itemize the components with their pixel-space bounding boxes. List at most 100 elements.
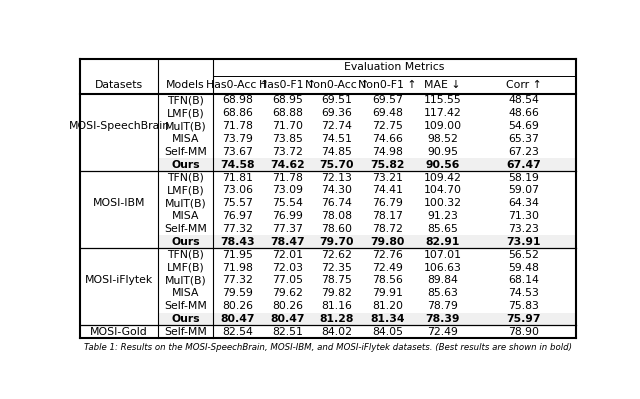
Text: 80.26: 80.26: [272, 301, 303, 311]
Text: 100.32: 100.32: [424, 198, 461, 208]
Text: 71.30: 71.30: [508, 211, 540, 221]
Text: 82.51: 82.51: [272, 327, 303, 337]
Text: 73.85: 73.85: [272, 134, 303, 144]
Text: 76.97: 76.97: [222, 211, 253, 221]
Text: 72.13: 72.13: [321, 172, 353, 182]
Text: 72.03: 72.03: [272, 263, 303, 273]
Text: 78.39: 78.39: [426, 314, 460, 324]
Text: Self-MM: Self-MM: [164, 327, 207, 337]
Text: 117.42: 117.42: [424, 108, 461, 118]
Text: Ours: Ours: [172, 237, 200, 247]
Text: 77.05: 77.05: [272, 275, 303, 285]
Text: 109.42: 109.42: [424, 172, 461, 182]
Text: 78.17: 78.17: [372, 211, 403, 221]
Bar: [158, 312, 576, 325]
Text: 72.74: 72.74: [321, 121, 353, 131]
Text: TFN(B): TFN(B): [167, 95, 204, 105]
Text: 78.43: 78.43: [220, 237, 255, 247]
Text: 48.66: 48.66: [509, 108, 540, 118]
Text: 72.35: 72.35: [321, 263, 353, 273]
Text: 74.85: 74.85: [321, 147, 353, 157]
Text: 72.76: 72.76: [372, 250, 403, 260]
Text: Datasets: Datasets: [95, 80, 143, 90]
Bar: [158, 235, 576, 248]
Text: 71.81: 71.81: [222, 172, 253, 182]
Text: 77.32: 77.32: [222, 275, 253, 285]
Text: 75.82: 75.82: [371, 160, 404, 170]
Text: Has0-Acc ↑: Has0-Acc ↑: [206, 80, 269, 90]
Text: 72.62: 72.62: [321, 250, 353, 260]
Text: 78.56: 78.56: [372, 275, 403, 285]
Text: 78.75: 78.75: [321, 275, 353, 285]
Text: 73.72: 73.72: [272, 147, 303, 157]
Text: 73.09: 73.09: [272, 186, 303, 196]
Text: 68.95: 68.95: [272, 95, 303, 105]
Text: 104.70: 104.70: [424, 186, 461, 196]
Text: 75.83: 75.83: [509, 301, 540, 311]
Text: MulT(B): MulT(B): [164, 275, 207, 285]
Text: 78.90: 78.90: [508, 327, 540, 337]
Text: 107.01: 107.01: [424, 250, 461, 260]
Text: MISA: MISA: [172, 211, 200, 221]
Text: Self-MM: Self-MM: [164, 224, 207, 234]
Text: 71.78: 71.78: [272, 172, 303, 182]
Text: 98.52: 98.52: [427, 134, 458, 144]
Text: 71.98: 71.98: [222, 263, 253, 273]
Text: 78.08: 78.08: [321, 211, 353, 221]
Text: 106.63: 106.63: [424, 263, 461, 273]
Text: 67.47: 67.47: [506, 160, 541, 170]
Text: 76.74: 76.74: [321, 198, 353, 208]
Text: 73.23: 73.23: [509, 224, 540, 234]
Text: 74.58: 74.58: [220, 160, 255, 170]
Text: MOSI-SpeechBrain: MOSI-SpeechBrain: [68, 121, 170, 131]
Text: 75.54: 75.54: [272, 198, 303, 208]
Text: 74.98: 74.98: [372, 147, 403, 157]
Text: MOSI-iFlytek: MOSI-iFlytek: [85, 275, 154, 285]
Text: 72.49: 72.49: [372, 263, 403, 273]
Text: Corr ↑: Corr ↑: [506, 80, 542, 90]
Bar: [158, 158, 576, 171]
Text: 76.79: 76.79: [372, 198, 403, 208]
Text: LMF(B): LMF(B): [167, 108, 205, 118]
Text: 79.80: 79.80: [371, 237, 404, 247]
Text: 90.95: 90.95: [427, 147, 458, 157]
Text: 77.37: 77.37: [272, 224, 303, 234]
Text: 80.47: 80.47: [270, 314, 305, 324]
Text: 65.37: 65.37: [509, 134, 540, 144]
Text: 78.47: 78.47: [270, 237, 305, 247]
Text: 78.60: 78.60: [321, 224, 353, 234]
Text: 68.86: 68.86: [222, 108, 253, 118]
Text: 68.14: 68.14: [509, 275, 540, 285]
Text: 64.34: 64.34: [509, 198, 540, 208]
Text: MISA: MISA: [172, 134, 200, 144]
Text: 74.53: 74.53: [509, 288, 540, 298]
Text: Ours: Ours: [172, 314, 200, 324]
Text: 79.70: 79.70: [319, 237, 354, 247]
Text: LMF(B): LMF(B): [167, 186, 205, 196]
Text: TFN(B): TFN(B): [167, 172, 204, 182]
Text: 71.95: 71.95: [222, 250, 253, 260]
Text: MAE ↓: MAE ↓: [424, 80, 461, 90]
Text: 68.88: 68.88: [272, 108, 303, 118]
Text: 67.23: 67.23: [509, 147, 540, 157]
Text: Ours: Ours: [172, 160, 200, 170]
Text: Has0-F1 ↑: Has0-F1 ↑: [259, 80, 316, 90]
Text: 77.32: 77.32: [222, 224, 253, 234]
Text: 89.84: 89.84: [427, 275, 458, 285]
Text: 69.57: 69.57: [372, 95, 403, 105]
Text: 72.49: 72.49: [427, 327, 458, 337]
Text: 84.05: 84.05: [372, 327, 403, 337]
Text: 82.54: 82.54: [222, 327, 253, 337]
Text: 73.67: 73.67: [222, 147, 253, 157]
Text: 69.51: 69.51: [321, 95, 353, 105]
Text: 75.97: 75.97: [507, 314, 541, 324]
Text: 54.69: 54.69: [509, 121, 540, 131]
Text: 80.47: 80.47: [220, 314, 255, 324]
Text: 72.01: 72.01: [272, 250, 303, 260]
Text: 90.56: 90.56: [426, 160, 460, 170]
Text: 74.66: 74.66: [372, 134, 403, 144]
Text: 79.82: 79.82: [321, 288, 353, 298]
Text: MulT(B): MulT(B): [164, 198, 207, 208]
Text: 81.28: 81.28: [320, 314, 354, 324]
Text: 85.65: 85.65: [427, 224, 458, 234]
